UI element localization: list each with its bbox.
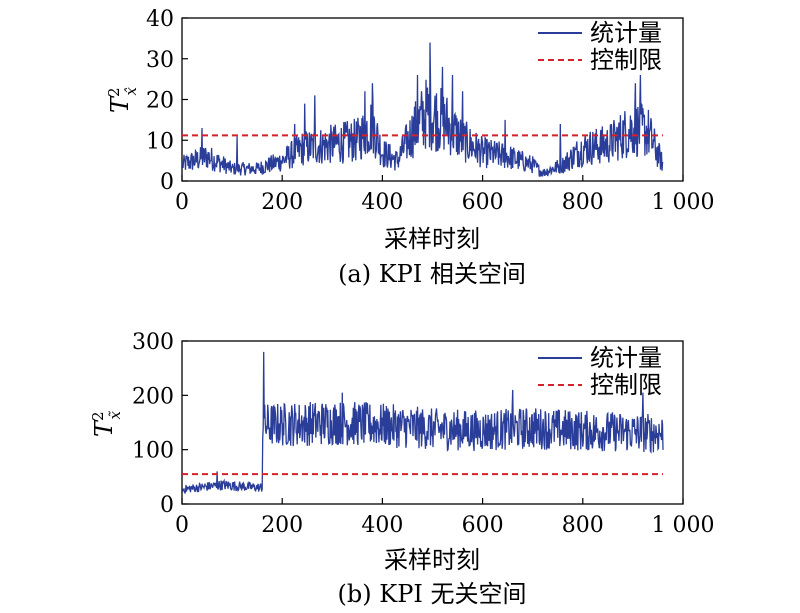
x-axis-label-b: 采样时刻 [384, 546, 480, 574]
x-tick-label: 200 [261, 513, 303, 538]
y-tick-label: 0 [160, 170, 174, 195]
y-tick-label: 40 [146, 7, 174, 32]
y-tick-label: 20 [146, 89, 174, 114]
x-tick-label: 0 [175, 513, 189, 538]
x-tick-label: 400 [361, 513, 403, 538]
x-tick-label: 600 [462, 190, 504, 215]
x-tick-label: 600 [462, 513, 504, 538]
series-line-a-statistic [181, 42, 664, 178]
y-tick-label: 0 [160, 493, 174, 518]
legend-a: 统计量 控制限 [538, 19, 662, 74]
y-tick-label: 200 [132, 384, 174, 409]
caption-a: (a) KPI 相关空间 [338, 260, 526, 288]
legend-label-a-stat: 统计量 [590, 19, 662, 47]
legend-label-b-limit: 控制限 [590, 371, 662, 399]
legend-b: 统计量 控制限 [538, 344, 662, 399]
y-tick-label: 10 [146, 129, 174, 154]
x-tick-label: 800 [562, 190, 604, 215]
caption-b: (b) KPI 无关空间 [338, 580, 527, 608]
y-tick-label: 100 [132, 439, 174, 464]
axis-ticks-a: 0 200 400 600 800 1 000 0 10 20 30 40 [146, 7, 714, 215]
series-group-a [181, 42, 664, 178]
x-tick-label: 1 000 [652, 513, 715, 538]
y-tick-label: 30 [146, 48, 174, 73]
legend-label-a-limit: 控制限 [590, 46, 662, 74]
plot-area-b [181, 340, 684, 505]
x-tick-label: 400 [361, 190, 403, 215]
x-tick-label: 0 [175, 190, 189, 215]
y-tick-label: 300 [132, 330, 174, 355]
chart-panel-b: 0 200 400 600 800 1 000 0 100 200 300 T2x̃ 采样时刻 (… [89, 330, 714, 608]
x-tick-label: 1 000 [652, 190, 715, 215]
series-line-b-statistic [181, 351, 664, 495]
x-tick-label: 800 [562, 513, 604, 538]
x-tick-label: 200 [261, 190, 303, 215]
chart-panel-a: 0 200 400 600 800 1 000 0 10 20 30 40 T2x̂ 采样时刻 (a… [105, 7, 714, 288]
legend-label-b-stat: 统计量 [590, 344, 662, 372]
y-axis-label-b: T2x̃ [89, 410, 124, 437]
y-axis-label-a: T2x̂ [105, 86, 140, 113]
x-axis-label-a: 采样时刻 [384, 225, 480, 253]
series-group-b [181, 351, 664, 495]
axis-ticks-b: 0 200 400 600 800 1 000 0 100 200 300 [132, 330, 714, 538]
